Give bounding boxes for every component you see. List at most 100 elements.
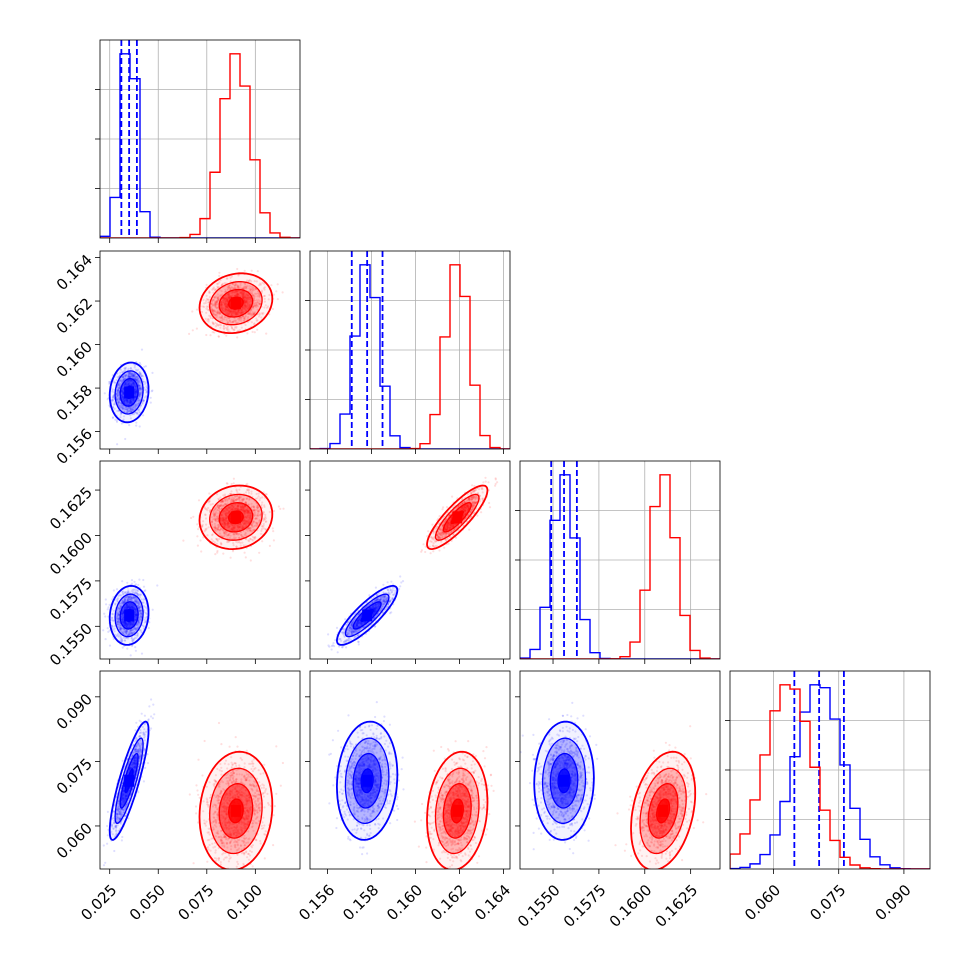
sample-point	[261, 313, 264, 316]
sample-point	[115, 392, 118, 395]
sample-point	[224, 315, 227, 318]
sample-point	[220, 315, 223, 318]
sample-point	[225, 319, 228, 322]
sample-point	[252, 307, 255, 310]
sample-point	[131, 408, 134, 411]
sample-point	[145, 389, 148, 392]
sample-point	[107, 606, 110, 609]
sample-point	[132, 373, 135, 376]
sample-point	[256, 270, 259, 273]
sample-point	[126, 647, 129, 650]
sample-point	[117, 618, 121, 621]
sample-point	[210, 308, 213, 311]
sample-point	[119, 400, 122, 403]
sample-point	[234, 284, 237, 287]
sample-point	[220, 283, 224, 286]
sample-point	[121, 376, 124, 379]
sample-point	[134, 378, 137, 381]
sample-point	[207, 298, 210, 301]
sample-point	[136, 378, 139, 381]
sample-point	[118, 607, 121, 610]
sample-point	[271, 307, 274, 311]
sample-point	[213, 304, 216, 307]
sample-point	[124, 596, 127, 599]
sample-point	[113, 407, 116, 410]
sample-point	[235, 283, 238, 286]
sample-point	[134, 583, 138, 586]
sample-point	[215, 315, 218, 318]
sample-point	[120, 422, 123, 425]
sample-point	[249, 311, 252, 314]
sample-point	[106, 398, 109, 401]
sample-point	[118, 385, 121, 388]
sample-point	[112, 395, 115, 398]
sample-point	[223, 290, 226, 294]
sample-point	[128, 406, 131, 409]
sample-point	[239, 282, 242, 285]
sample-point	[250, 314, 253, 317]
sample-point	[111, 399, 114, 402]
sample-point	[136, 378, 139, 382]
sample-point	[253, 299, 256, 302]
sample-point	[135, 424, 138, 427]
sample-point	[127, 374, 130, 377]
sample-point	[212, 291, 215, 294]
sample-point	[273, 509, 276, 513]
sample-point	[129, 407, 132, 410]
sample-point	[128, 371, 131, 374]
sample-point	[224, 290, 228, 293]
sample-point	[239, 319, 243, 322]
sample-point	[138, 398, 141, 401]
sample-point	[116, 391, 119, 395]
sample-point	[215, 312, 218, 315]
sample-point	[233, 287, 236, 290]
sample-point	[117, 620, 120, 624]
sample-point	[210, 310, 213, 313]
sample-point	[140, 374, 143, 377]
sample-point	[138, 395, 141, 398]
sample-point	[140, 374, 143, 377]
sample-point	[253, 296, 256, 299]
sample-point	[250, 293, 253, 296]
sample-point	[216, 299, 219, 302]
sample-point	[106, 608, 109, 611]
sample-point	[249, 290, 252, 293]
sample-point	[237, 274, 240, 277]
sample-point	[140, 387, 143, 390]
sample-point	[144, 606, 147, 609]
sample-point	[104, 638, 107, 641]
sample-point	[143, 365, 146, 368]
sample-point	[145, 381, 148, 384]
sample-point	[233, 326, 237, 329]
sample-point	[144, 365, 147, 368]
y-tick-label: 0.164	[53, 251, 96, 294]
sample-point	[252, 312, 256, 315]
sample-point	[221, 314, 224, 317]
sample-point	[111, 625, 114, 628]
sample-point	[130, 582, 134, 585]
sample-point	[121, 380, 124, 383]
sample-point	[116, 617, 120, 620]
sample-point	[102, 629, 105, 632]
sample-point	[121, 646, 124, 649]
sample-point	[121, 404, 124, 407]
sample-point	[212, 309, 215, 312]
sample-point	[128, 633, 131, 636]
sample-point	[231, 328, 234, 331]
sample-point	[117, 397, 120, 400]
sample-point	[246, 317, 249, 320]
sample-point	[114, 602, 117, 605]
sample-point	[116, 389, 119, 392]
sample-point	[227, 330, 230, 333]
sample-point	[128, 375, 132, 378]
sample-point	[139, 385, 142, 388]
sample-point	[197, 499, 201, 502]
sample-point	[229, 321, 232, 324]
sample-point	[115, 615, 119, 618]
sample-point	[281, 291, 284, 294]
sample-point	[252, 306, 255, 309]
sample-point	[253, 295, 256, 298]
sample-point	[140, 652, 144, 655]
sample-point	[118, 382, 121, 385]
sample-point	[104, 598, 107, 601]
